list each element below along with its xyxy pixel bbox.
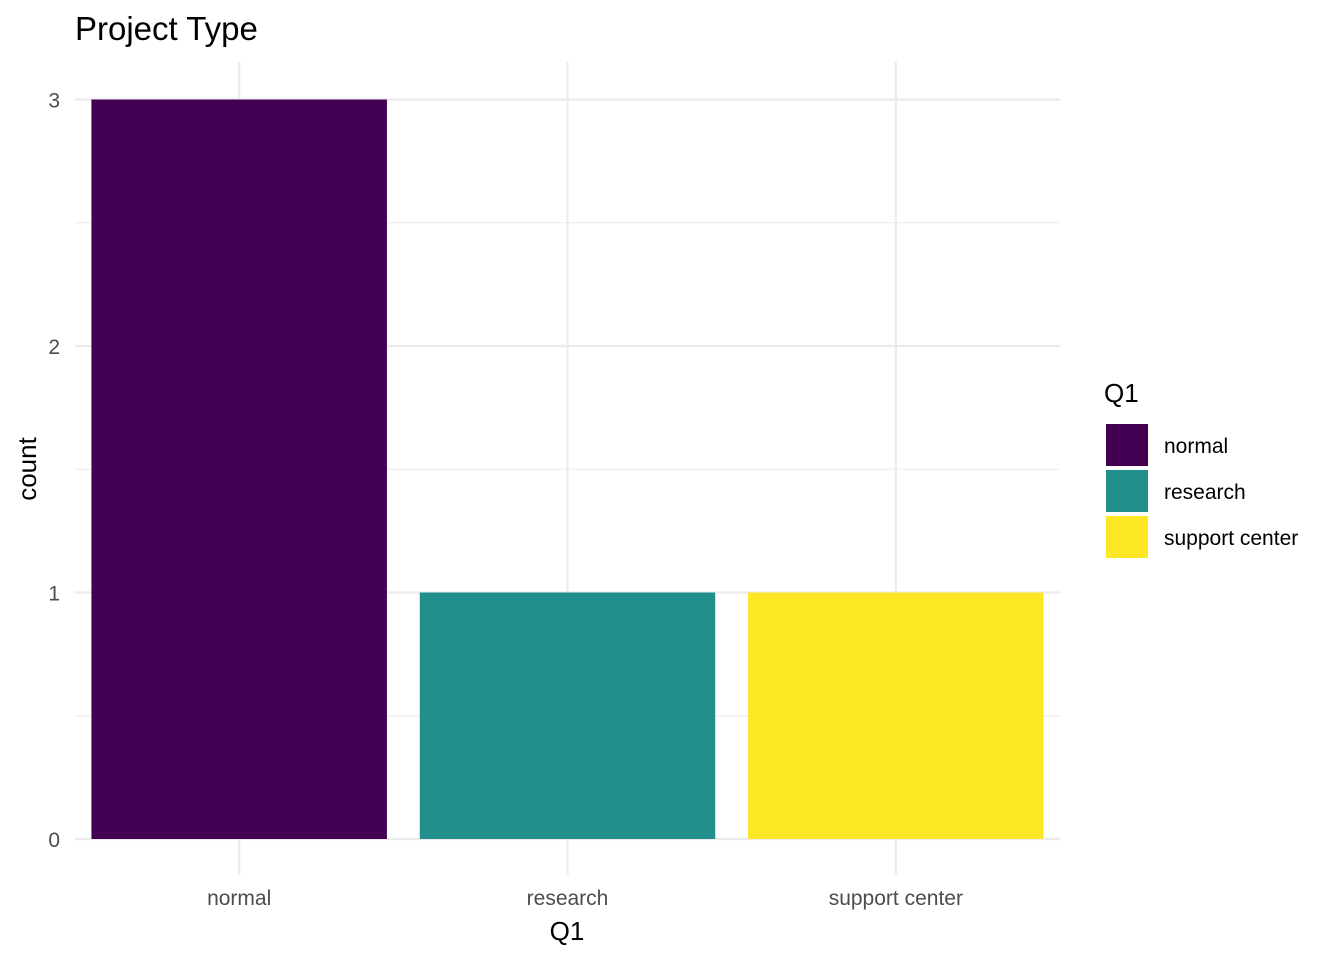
legend-label: normal: [1164, 435, 1228, 458]
legend: Q1 normal research support center: [1104, 378, 1298, 558]
legend-title: Q1: [1104, 378, 1139, 408]
y-axis-ticks: 0 1 2 3: [48, 90, 60, 853]
legend-label: research: [1164, 481, 1246, 504]
bar-normal: [91, 99, 387, 839]
x-tick-label: research: [527, 887, 609, 910]
legend-label: support center: [1164, 527, 1298, 550]
bars: [91, 99, 1044, 839]
x-axis-ticks: normal research support center: [207, 887, 963, 910]
y-tick-label: 3: [48, 90, 60, 113]
legend-key-support-center: [1106, 516, 1148, 558]
legend-key-normal: [1106, 424, 1148, 466]
bar-research: [419, 592, 716, 839]
legend-key-research: [1106, 470, 1148, 512]
x-tick-label: support center: [829, 887, 963, 910]
y-tick-label: 2: [48, 336, 60, 359]
y-tick-label: 0: [48, 829, 60, 852]
chart-title: Project Type: [75, 10, 258, 47]
x-tick-label: normal: [207, 887, 271, 910]
x-axis-title: Q1: [550, 916, 585, 946]
bar-support-center: [748, 592, 1044, 839]
y-axis-title: count: [12, 436, 42, 500]
y-tick-label: 1: [48, 583, 60, 606]
